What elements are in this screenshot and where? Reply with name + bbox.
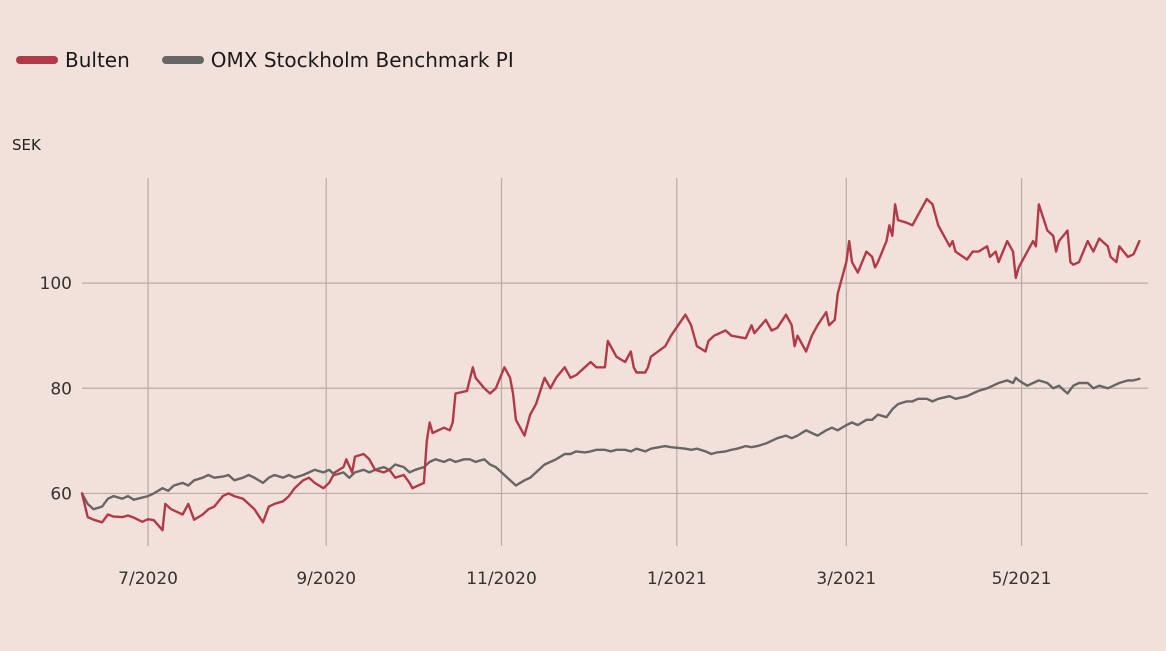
legend-swatch-bulten [16, 56, 58, 64]
y-tick-label-80: 80 [50, 379, 72, 399]
series-line-omx [80, 376, 1141, 511]
legend: Bulten OMX Stockholm Benchmark PI [16, 48, 546, 72]
y-tick-label-60: 60 [50, 484, 72, 504]
y-tick-label-100: 100 [40, 274, 72, 294]
x-tick-label-3: 1/2021 [647, 569, 707, 589]
x-tick-label-0: 7/2020 [118, 569, 178, 589]
x-tick-label-5: 5/2021 [992, 569, 1052, 589]
legend-swatch-omx [161, 56, 204, 64]
x-tick-label-1: 9/2020 [296, 569, 356, 589]
y-axis-unit-label: SEK [12, 136, 41, 154]
series-line-bulten [80, 197, 1141, 532]
x-tick-label-2: 11/2020 [466, 569, 537, 589]
x-tick-label-4: 3/2021 [816, 569, 876, 589]
legend-label-omx: OMX Stockholm Benchmark PI [210, 48, 514, 72]
legend-item-bulten[interactable]: Bulten [16, 48, 130, 72]
legend-item-omx[interactable]: OMX Stockholm Benchmark PI [161, 48, 514, 72]
legend-label-bulten: Bulten [65, 48, 130, 72]
